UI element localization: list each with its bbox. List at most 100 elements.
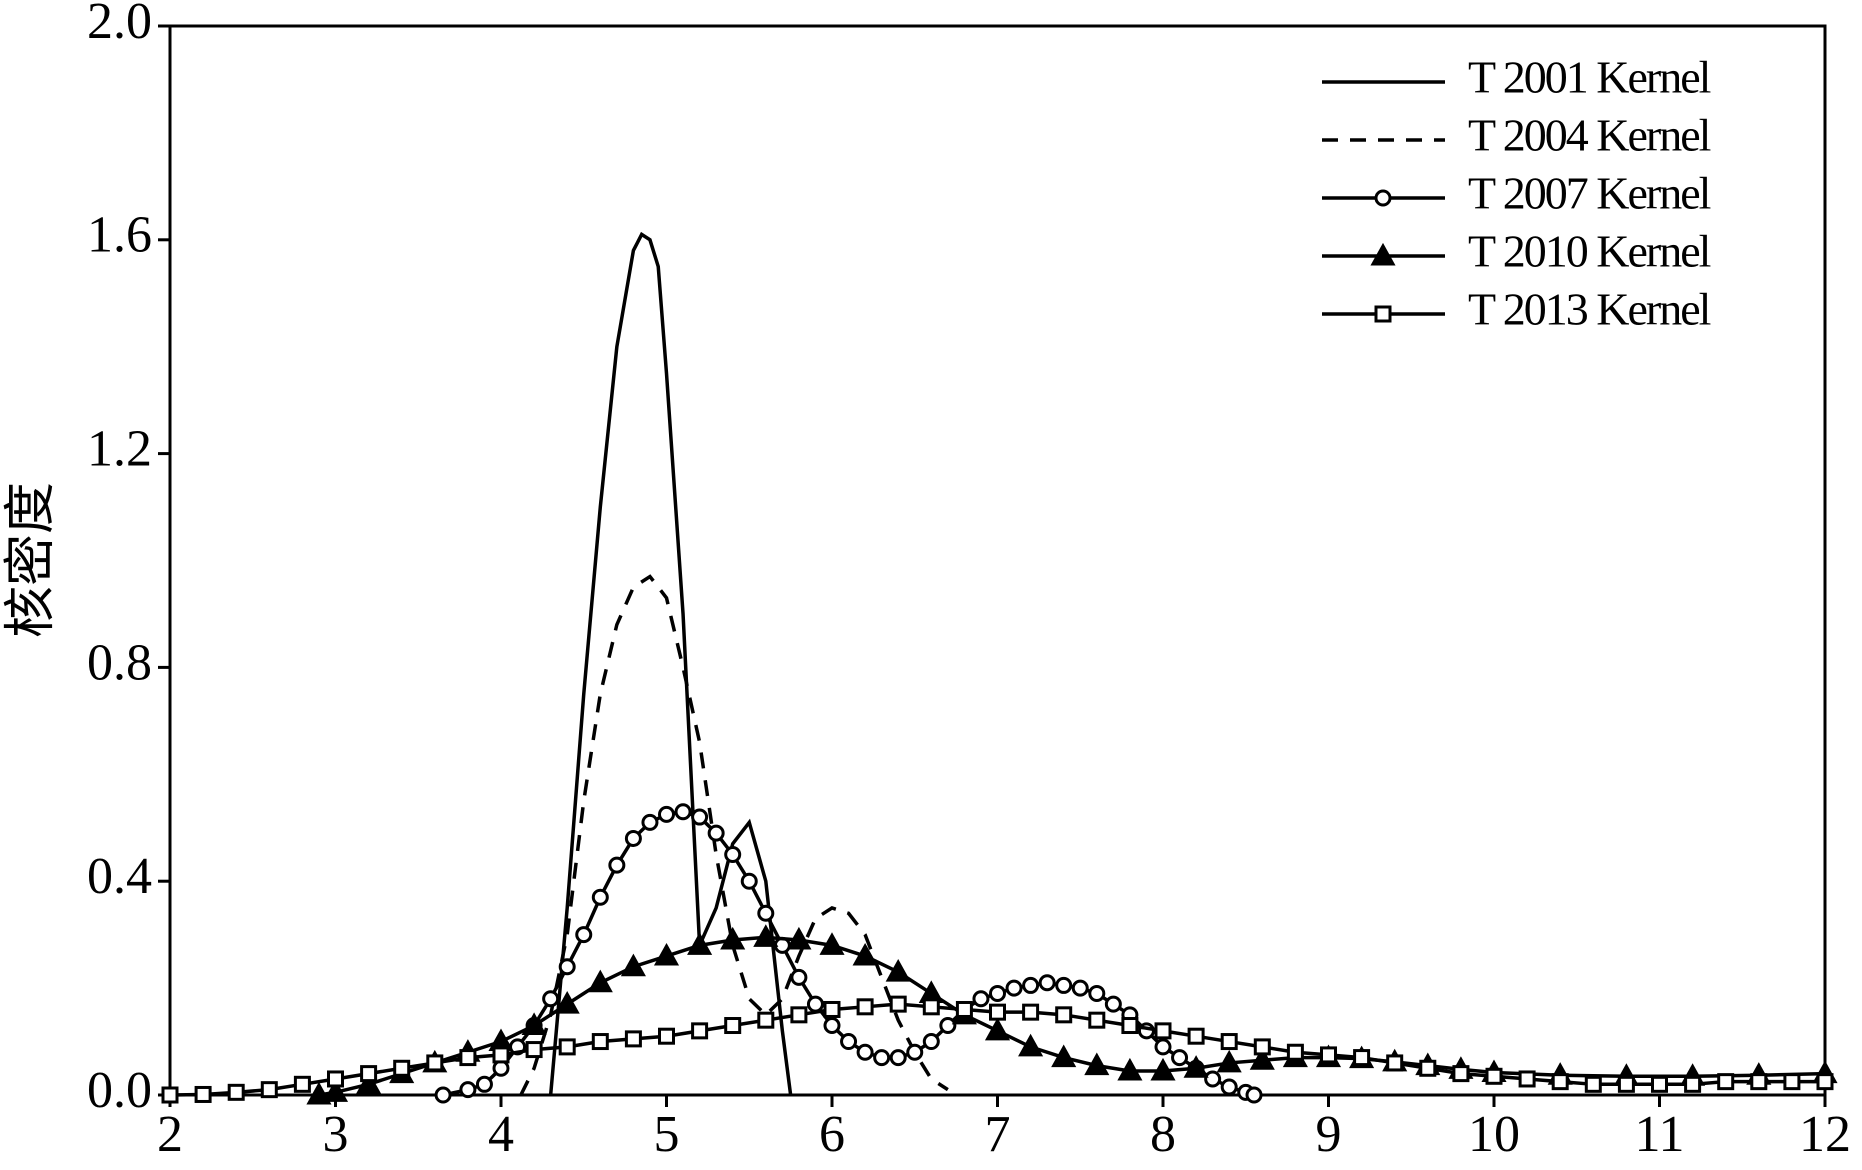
point [823,1017,841,1035]
point [955,1000,973,1018]
point [790,1006,808,1024]
point [885,958,911,982]
point [757,1011,775,1029]
point [459,1081,477,1099]
point [856,998,874,1016]
x-tick-label: 3 [323,1106,349,1163]
point [542,990,560,1008]
point [1005,979,1023,997]
point [984,1017,1011,1041]
point [475,1075,493,1093]
point [1154,1022,1172,1040]
point [724,1017,742,1035]
y-axis-label: 核密度 [3,482,60,638]
point [1353,1049,1371,1067]
x-tick-label: 5 [654,1106,680,1163]
point [790,968,808,986]
point [558,958,576,976]
point [492,1046,510,1064]
point [757,904,775,922]
point [989,1003,1006,1021]
legend-marker [1374,305,1392,323]
point [1220,1033,1238,1051]
point [691,1022,709,1040]
point [674,803,692,821]
point [707,824,725,842]
point [641,813,659,831]
point [1051,1044,1077,1068]
point [1055,1006,1073,1024]
point [1651,1075,1668,1093]
point [591,888,609,906]
y-tick-label: 2.0 [87,0,152,50]
point [1088,984,1106,1002]
legend-label: T 2004 Kernel [1468,110,1711,161]
point [227,1083,245,1101]
point [575,926,593,944]
point [806,995,824,1013]
point [1154,1038,1172,1056]
point [356,1071,382,1094]
point [1584,1075,1602,1093]
point [525,1041,543,1059]
point [856,1043,874,1061]
point [740,872,758,890]
point [459,1049,477,1067]
x-tick-label: 2 [157,1106,183,1163]
point [1286,1043,1304,1061]
x-tick-label: 6 [819,1106,845,1163]
x-tick-label: 4 [488,1106,514,1163]
point [658,1027,675,1045]
legend-label: T 2013 Kernel [1468,284,1711,335]
point [1386,1054,1404,1072]
point [753,924,779,947]
point [786,926,812,950]
y-tick-label: 0.8 [87,634,152,691]
point [906,1043,924,1061]
point [1088,1011,1106,1029]
point [1071,979,1089,997]
point [1518,1070,1536,1088]
point [939,1017,957,1035]
point [840,1033,858,1051]
point [1452,1065,1470,1083]
point [620,953,646,977]
point [1117,1057,1143,1081]
point [194,1085,212,1103]
point [1783,1073,1801,1091]
y-tick-label: 0.0 [87,1062,152,1119]
point [819,932,845,955]
x-tick-label: 12 [1799,1106,1851,1163]
point [1183,1055,1209,1078]
y-tick-label: 1.2 [87,421,152,478]
legend-marker [1370,242,1396,266]
x-tick-label: 9 [1316,1106,1342,1163]
point [1816,1073,1834,1091]
point [922,998,940,1016]
point [889,1049,907,1067]
point [1253,1038,1271,1056]
point [591,1033,609,1051]
point [1171,1049,1189,1067]
point [653,942,680,966]
series-line [548,231,793,1096]
point [1220,1078,1238,1096]
point [1750,1073,1768,1091]
point [426,1054,444,1072]
point [554,991,580,1014]
point [360,1065,378,1083]
x-tick-label: 11 [1634,1106,1684,1163]
point [1150,1057,1176,1081]
point [1084,1052,1110,1076]
point [434,1086,452,1104]
point [306,1081,332,1105]
x-tick-label: 8 [1150,1106,1176,1163]
point [558,1038,576,1056]
point [724,845,742,863]
point [624,1030,642,1048]
point [293,1075,311,1093]
point [691,808,709,826]
point [1121,1017,1139,1035]
point [972,990,990,1008]
